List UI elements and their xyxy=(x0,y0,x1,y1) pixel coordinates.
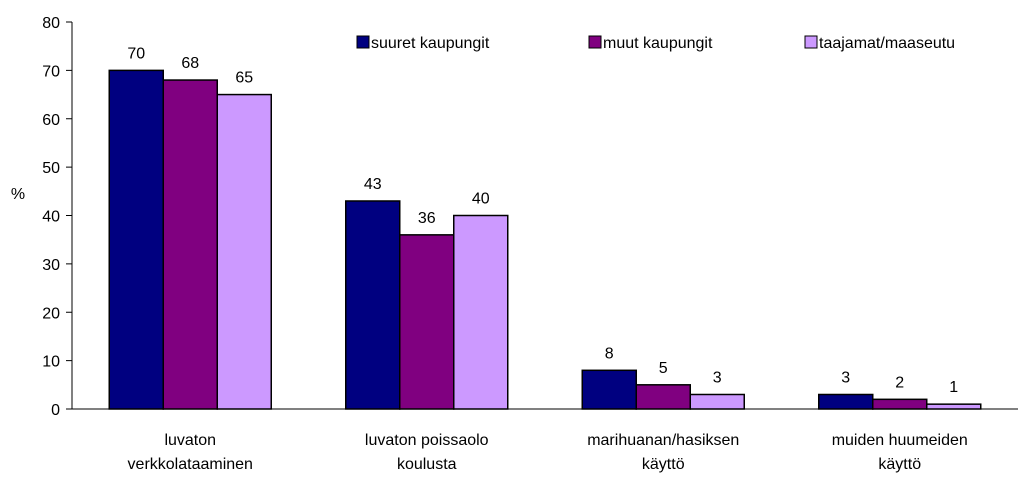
y-tick-label: 70 xyxy=(42,63,60,80)
legend-swatch xyxy=(588,35,602,49)
x-tick-label: muiden huumeiden xyxy=(832,432,968,449)
data-label: 40 xyxy=(472,191,490,208)
data-label: 1 xyxy=(949,379,958,396)
x-tick-label: käyttö xyxy=(642,456,685,473)
y-tick-label: 50 xyxy=(42,160,60,177)
data-label: 68 xyxy=(181,55,199,72)
data-label: 43 xyxy=(364,176,382,193)
legend-label: muut kaupungit xyxy=(603,35,713,52)
x-tick-label: marihuanan/hasiksen xyxy=(587,432,739,449)
data-label: 65 xyxy=(235,70,253,87)
bar xyxy=(581,369,637,410)
bar xyxy=(635,384,691,410)
x-tick-label: verkkolataaminen xyxy=(128,456,253,473)
legend-label: taajamat/maaseutu xyxy=(819,35,955,52)
bar xyxy=(926,403,982,410)
y-tick-label: 40 xyxy=(42,209,60,226)
data-label: 3 xyxy=(841,369,850,386)
legend-label: suuret kaupungit xyxy=(371,35,490,52)
data-label: 8 xyxy=(605,345,614,362)
legend-swatch xyxy=(356,35,370,49)
data-label: 36 xyxy=(418,210,436,227)
bar xyxy=(162,79,218,410)
bar xyxy=(689,393,745,410)
data-label: 2 xyxy=(895,374,904,391)
y-tick-label: 20 xyxy=(42,305,60,322)
x-tick-label: koulusta xyxy=(397,456,457,473)
y-tick-label: 30 xyxy=(42,257,60,274)
bar xyxy=(872,398,928,410)
data-label: 5 xyxy=(659,360,668,377)
y-tick-label: 0 xyxy=(51,402,60,419)
y-tick-label: 80 xyxy=(42,15,60,32)
bar xyxy=(108,69,164,410)
bar xyxy=(345,200,401,410)
legend-swatch xyxy=(804,35,818,49)
x-tick-label: luvaton xyxy=(164,432,216,449)
bar xyxy=(216,93,272,410)
x-tick-label: luvaton poissaolo xyxy=(365,432,489,449)
bar xyxy=(453,214,509,410)
y-tick-label: 10 xyxy=(42,354,60,371)
data-label: 3 xyxy=(713,369,722,386)
bar xyxy=(399,234,455,410)
y-axis-label: % xyxy=(11,186,25,203)
x-tick-label: käyttö xyxy=(878,456,921,473)
bar xyxy=(818,393,874,410)
y-tick-label: 60 xyxy=(42,112,60,129)
data-label: 70 xyxy=(127,45,145,62)
